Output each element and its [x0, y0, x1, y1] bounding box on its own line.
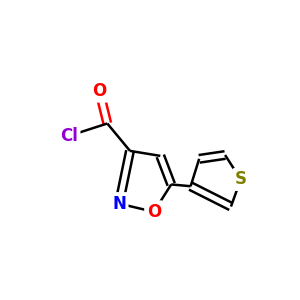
Text: S: S [235, 170, 247, 188]
Text: O: O [92, 82, 106, 100]
Text: O: O [147, 203, 161, 221]
Text: O: O [147, 203, 161, 221]
Text: O: O [92, 82, 106, 100]
Text: N: N [112, 195, 126, 213]
Text: Cl: Cl [60, 127, 78, 145]
Text: Cl: Cl [60, 127, 78, 145]
Text: N: N [112, 195, 126, 213]
Text: S: S [235, 170, 247, 188]
